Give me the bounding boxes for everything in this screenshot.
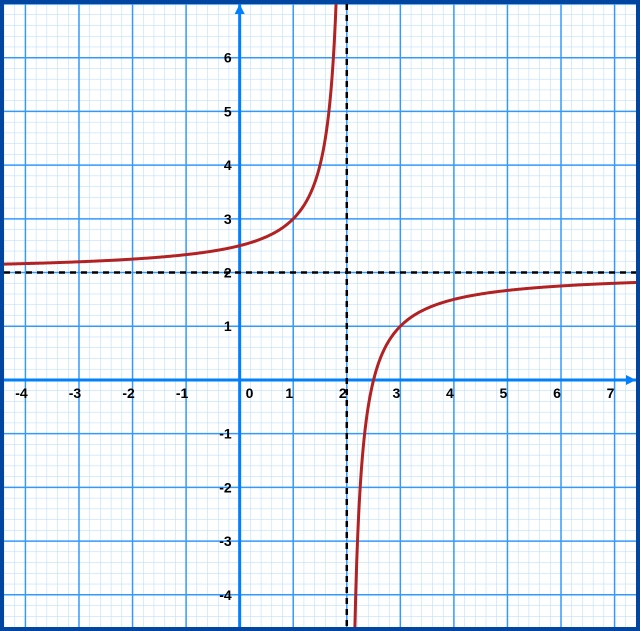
x-tick-label: 3 xyxy=(392,385,400,401)
x-tick-label: -4 xyxy=(15,385,28,401)
x-tick-label: 5 xyxy=(500,385,508,401)
x-tick-label: 2 xyxy=(339,385,347,401)
x-tick-label: -1 xyxy=(176,385,189,401)
y-tick-label: 5 xyxy=(224,103,232,119)
y-tick-label: 3 xyxy=(224,211,232,227)
y-tick-label: 2 xyxy=(224,265,232,281)
y-tick-label: -4 xyxy=(219,587,232,603)
x-tick-label: 7 xyxy=(607,385,615,401)
x-tick-label: 6 xyxy=(553,385,561,401)
y-tick-label: 6 xyxy=(224,50,232,66)
x-tick-label: 1 xyxy=(285,385,293,401)
y-tick-label: 1 xyxy=(224,318,232,334)
x-tick-label: -2 xyxy=(122,385,135,401)
y-tick-label: 4 xyxy=(224,157,232,173)
y-tick-label: -3 xyxy=(219,533,232,549)
plot-svg: -4 -3 -2 -1 0 1 2 3 4 5 6 7 -4 -3 -2 -1 1 2 3 4 5 6 xyxy=(0,0,640,631)
x-tick-label: 0 xyxy=(246,385,254,401)
y-tick-label: -2 xyxy=(219,479,232,495)
function-plot-chart: -4 -3 -2 -1 0 1 2 3 4 5 6 7 -4 -3 -2 -1 1 2 3 4 5 6 xyxy=(0,0,640,631)
x-tick-label: 4 xyxy=(446,385,454,401)
y-tick-label: -1 xyxy=(219,426,232,442)
x-tick-label: -3 xyxy=(69,385,82,401)
